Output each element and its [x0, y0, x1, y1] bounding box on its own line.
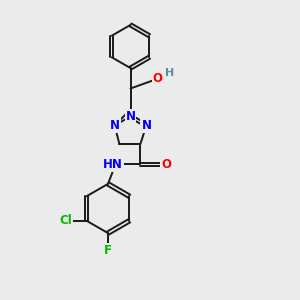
Text: F: F	[104, 244, 112, 257]
Text: N: N	[141, 119, 152, 132]
Text: Cl: Cl	[59, 214, 72, 227]
Text: O: O	[161, 158, 171, 171]
Text: N: N	[110, 119, 120, 132]
Text: HN: HN	[103, 158, 123, 171]
Text: N: N	[125, 110, 136, 123]
Text: H: H	[165, 68, 174, 79]
Text: O: O	[153, 72, 163, 86]
